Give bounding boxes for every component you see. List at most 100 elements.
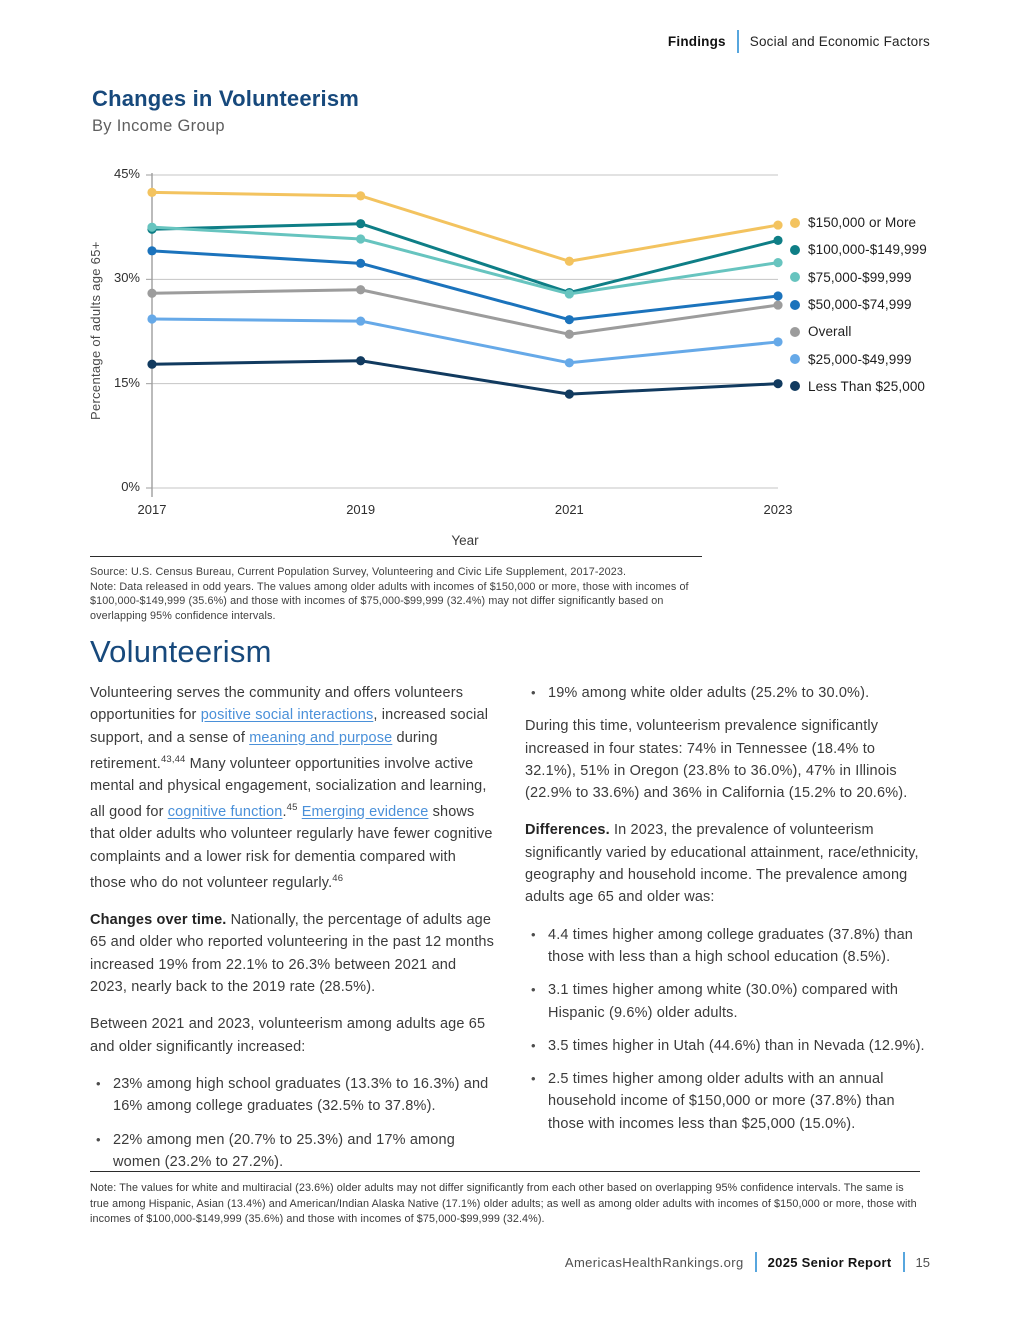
- bullet-item: 19% among white older adults (25.2% to 3…: [531, 682, 929, 705]
- data-point: [147, 314, 157, 324]
- data-point: [773, 258, 783, 268]
- inline-link[interactable]: meaning and purpose: [249, 729, 393, 746]
- data-point: [356, 234, 366, 244]
- bullet-item: 3.1 times higher among white (30.0%) com…: [531, 979, 929, 1024]
- data-point: [773, 337, 783, 347]
- paragraph-changes-over-time: Changes over time. Nationally, the perce…: [90, 912, 494, 996]
- data-point: [773, 235, 783, 245]
- series--150-000-or-more: [147, 187, 783, 266]
- data-point: [147, 222, 157, 232]
- differences-bullet-list: 4.4 times higher among college graduates…: [531, 924, 929, 1135]
- legend-entry: Overall: [790, 318, 927, 345]
- source-text: Source: U.S. Census Bureau, Current Popu…: [90, 566, 627, 578]
- data-point: [147, 187, 157, 197]
- source-divider: [90, 556, 702, 557]
- data-point: [773, 379, 783, 389]
- legend-entry: $100,000-$149,999: [790, 236, 927, 263]
- x-tick-label: 2021: [554, 502, 584, 517]
- legend-dot-icon: [790, 244, 800, 255]
- header-divider: [736, 30, 739, 53]
- inline-link[interactable]: Emerging evidence: [301, 804, 429, 821]
- series-line: [151, 288, 779, 336]
- footer-divider: [902, 1252, 905, 1272]
- y-tick-label: 15%: [113, 374, 140, 390]
- legend-label: $25,000-$49,999: [808, 351, 912, 367]
- data-point: [147, 246, 157, 256]
- paragraph-differences: Differences. In 2023, the prevalence of …: [525, 822, 919, 906]
- paragraph-states: During this time, volunteerism prevalenc…: [525, 718, 908, 802]
- x-tick-label: 2019: [346, 502, 376, 517]
- footer-page-number: 15: [915, 1254, 930, 1270]
- series-overall: [147, 285, 783, 339]
- header-section-label: Findings: [667, 34, 726, 49]
- footer-site-link[interactable]: AmericasHealthRankings.org: [564, 1254, 744, 1270]
- chart-legend: $150,000 or More $100,000-$149,999 $75,000…: [790, 209, 927, 400]
- legend-label: $100,000-$149,999: [808, 242, 927, 258]
- legend-label: Less Than $25,000: [808, 378, 926, 394]
- y-tick-label: 45%: [113, 166, 140, 181]
- page-footer: AmericasHealthRankings.org 2025 Senior R…: [565, 1252, 930, 1272]
- series--100-000-149-999: [147, 219, 783, 298]
- data-point: [564, 256, 574, 266]
- increase-bullet-list-continued: 19% among white older adults (25.2% to 3…: [531, 682, 929, 705]
- paragraph-intro: Volunteering serves the community and of…: [90, 685, 493, 891]
- bold-lead: Changes over time.: [90, 912, 227, 929]
- data-point: [773, 291, 783, 301]
- legend-entry: Less Than $25,000: [790, 373, 927, 400]
- data-point: [147, 288, 157, 298]
- inline-link[interactable]: cognitive function: [167, 804, 283, 821]
- footnote-reference: 46: [332, 873, 344, 885]
- legend-label: $150,000 or More: [808, 215, 917, 231]
- legend-entry: $50,000-$74,999: [790, 291, 927, 318]
- chart-source-block: Source: U.S. Census Bureau, Current Popu…: [90, 556, 710, 623]
- chart-note-text: Note: Data released in odd years. The va…: [90, 580, 689, 622]
- series--25-000-49-999: [147, 314, 783, 368]
- footer-divider: [754, 1252, 757, 1272]
- footnote-divider: [90, 1171, 920, 1172]
- footer-report-title: 2025 Senior Report: [767, 1254, 892, 1270]
- page-header: Findings Social and Economic Factors: [668, 30, 930, 53]
- bullet-item: 4.4 times higher among college graduates…: [531, 924, 929, 969]
- series-less-than-25-000: [147, 356, 783, 399]
- article-heading: Volunteerism: [90, 634, 272, 669]
- bullet-item: 22% among men (20.7% to 25.3%) and 17% a…: [96, 1129, 494, 1174]
- data-point: [773, 300, 783, 310]
- increase-bullet-list: 23% among high school graduates (13.3% t…: [96, 1073, 494, 1173]
- data-point: [564, 289, 574, 299]
- chart-subtitle: By Income Group: [92, 117, 225, 135]
- bold-lead: Differences.: [525, 822, 610, 839]
- data-point: [356, 191, 366, 201]
- data-point: [564, 389, 574, 399]
- data-point: [356, 258, 366, 268]
- legend-dot-icon: [790, 272, 800, 283]
- bullet-item: 3.5 times higher in Utah (44.6%) than in…: [531, 1035, 929, 1058]
- series-line: [151, 222, 779, 295]
- volunteerism-line-chart: Percentage of adults age 65+ 45% 30% 15% 0%…: [0, 165, 1020, 557]
- paragraph-increase-lead: Between 2021 and 2023, volunteerism amon…: [90, 1016, 486, 1055]
- series--75-000-99-999: [147, 222, 783, 299]
- legend-label: $75,000-$99,999: [808, 269, 912, 285]
- series--50-000-74-999: [147, 246, 783, 325]
- data-point: [564, 315, 574, 325]
- data-point: [356, 219, 366, 229]
- data-point: [356, 285, 366, 295]
- inline-link[interactable]: positive social interactions: [200, 707, 374, 724]
- legend-label: Overall: [808, 324, 852, 340]
- data-point: [356, 316, 366, 326]
- legend-entry: $150,000 or More: [790, 209, 927, 236]
- x-axis-label: Year: [451, 533, 479, 548]
- data-point: [564, 329, 574, 339]
- series-line: [151, 317, 779, 365]
- right-column: 19% among white older adults (25.2% to 3…: [525, 682, 929, 1184]
- y-tick-label: 0%: [121, 479, 140, 494]
- article-columns: Volunteering serves the community and of…: [90, 682, 930, 1184]
- legend-dot-icon: [790, 381, 800, 392]
- legend-dot-icon: [790, 299, 800, 310]
- y-tick-label: 30%: [113, 270, 140, 286]
- series-line: [151, 225, 779, 296]
- data-point: [356, 356, 366, 366]
- y-axis-label: Percentage of adults age 65+: [88, 241, 103, 421]
- legend-dot-icon: [790, 354, 800, 365]
- chart-title: Changes in Volunteerism: [92, 86, 360, 111]
